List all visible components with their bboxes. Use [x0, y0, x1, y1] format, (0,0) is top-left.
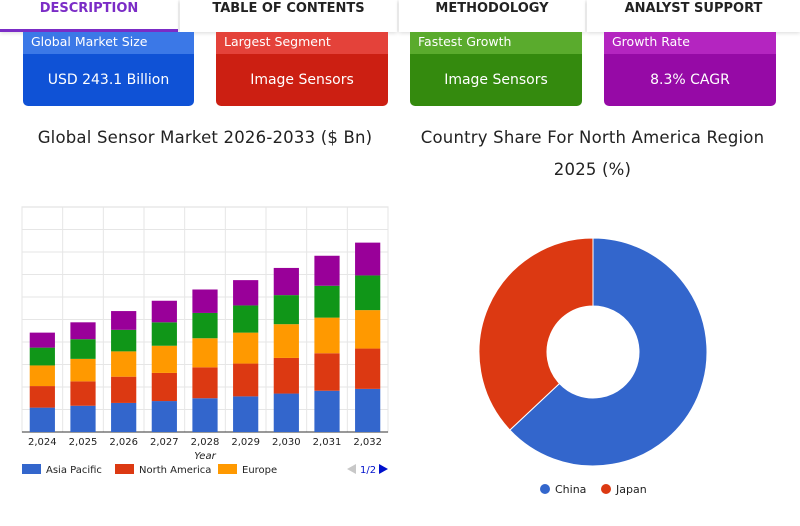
- bar-chart-title: Global Sensor Market 2026-2033 ($ Bn): [37, 128, 373, 147]
- legend-label: Japan: [615, 483, 647, 496]
- card-value: Image Sensors: [410, 54, 582, 106]
- bar-segment: [273, 267, 299, 296]
- tab-methodology[interactable]: METHODOLOGY: [399, 0, 585, 32]
- card-value: 8.3% CAGR: [604, 54, 776, 106]
- tab-analyst-support[interactable]: ANALYST SUPPORT: [587, 0, 800, 32]
- bar-segment: [233, 332, 259, 364]
- x-tick-label: 2,024: [28, 437, 57, 448]
- bar-segment: [151, 300, 177, 323]
- bars: [29, 242, 381, 432]
- donut-chart: China Japan: [478, 237, 708, 496]
- bar-segment: [29, 365, 55, 387]
- bar-segment: [355, 348, 381, 389]
- bar-segment: [29, 347, 55, 366]
- bar-segment: [192, 367, 218, 399]
- x-tick-labels: 2,024 2,025 2,026 2,027 2,028 2,029 2,030 2,031…: [28, 437, 382, 448]
- card-heading: Largest Segment: [216, 32, 388, 54]
- x-tick-label: 2,025: [69, 437, 98, 448]
- x-tick-label: 2,028: [191, 437, 220, 448]
- x-tick-label: 2,031: [313, 437, 342, 448]
- bar-segment: [273, 357, 299, 394]
- donut-slice: [478, 237, 594, 431]
- bar-segment: [151, 322, 177, 346]
- bar-segment: [314, 255, 340, 286]
- legend-page-indicator: 1/2: [360, 465, 376, 476]
- bar-segment: [233, 363, 259, 397]
- pie-chart-title-line-2: 2025 (%): [553, 160, 632, 179]
- prev-page-icon[interactable]: [347, 464, 356, 474]
- tab-description[interactable]: DESCRIPTION: [0, 0, 178, 32]
- bar-segment: [151, 372, 177, 402]
- tab-table-of-contents[interactable]: TABLE OF CONTENTS: [180, 0, 397, 32]
- bar-segment: [111, 329, 137, 352]
- card-value: Image Sensors: [216, 54, 388, 106]
- next-page-icon[interactable]: [379, 464, 388, 474]
- pie-chart-title-line-1: Country Share For North America Region: [420, 128, 765, 147]
- legend-swatch: [115, 464, 134, 474]
- x-tick-label: 2,027: [150, 437, 179, 448]
- bar-segment: [70, 339, 96, 359]
- market-size-card: Global Market Size USD 243.1 Billion: [23, 32, 194, 106]
- bar-segment: [192, 289, 218, 313]
- x-tick-label: 2,032: [353, 437, 382, 448]
- legend-marker: [540, 484, 550, 494]
- card-heading: Fastest Growth: [410, 32, 582, 54]
- bar-segment: [111, 351, 137, 377]
- legend-label: China: [555, 483, 586, 496]
- bar-segment: [314, 285, 340, 318]
- donut-slice: [509, 237, 708, 467]
- legend: Asia Pacific North America Europe: [22, 464, 277, 476]
- bar-segment: [192, 312, 218, 339]
- legend-swatch: [22, 464, 41, 474]
- bar-segment: [233, 396, 259, 432]
- bar-segment: [233, 280, 259, 306]
- bar-segment: [273, 393, 299, 432]
- fastest-growth-card: Fastest Growth Image Sensors: [410, 32, 582, 106]
- legend-swatch: [218, 464, 237, 474]
- legend-label: Asia Pacific: [46, 465, 102, 476]
- bar-segment: [355, 242, 381, 276]
- bar-segment: [70, 405, 96, 432]
- card-heading: Global Market Size: [23, 32, 194, 54]
- bar-segment: [273, 324, 299, 358]
- bar-segment: [70, 322, 96, 340]
- bar-segment: [314, 390, 340, 432]
- bar-segment: [314, 353, 340, 391]
- bar-segment: [355, 388, 381, 432]
- bar-segment: [111, 402, 137, 432]
- x-tick-label: 2,029: [231, 437, 260, 448]
- bar-segment: [111, 376, 137, 403]
- bar-segment: [29, 332, 55, 348]
- card-value: USD 243.1 Billion: [23, 54, 194, 106]
- stacked-bar-chart: 2,024 2,025 2,026 2,027 2,028 2,029 2,030 2,031…: [21, 206, 389, 476]
- x-tick-label: 2,026: [109, 437, 138, 448]
- bar-segment: [29, 386, 55, 408]
- x-tick-label: 2,030: [272, 437, 301, 448]
- legend: China Japan: [540, 483, 647, 496]
- bar-segment: [111, 311, 137, 330]
- bar-segment: [273, 295, 299, 325]
- bar-segment: [355, 275, 381, 311]
- bar-segment: [70, 381, 96, 406]
- tab-bar: DESCRIPTION TABLE OF CONTENTS METHODOLOG…: [0, 0, 800, 32]
- bar-segment: [314, 317, 340, 354]
- bar-segment: [233, 305, 259, 333]
- bar-segment: [151, 345, 177, 373]
- largest-segment-card: Largest Segment Image Sensors: [216, 32, 388, 106]
- bar-segment: [192, 338, 218, 368]
- card-heading: Growth Rate: [604, 32, 776, 54]
- bar-segment: [151, 401, 177, 432]
- bar-segment: [355, 310, 381, 349]
- legend-marker: [601, 484, 611, 494]
- legend-label: North America: [139, 465, 211, 476]
- x-axis-label: Year: [194, 451, 216, 462]
- bar-segment: [192, 398, 218, 432]
- bar-segment: [70, 358, 96, 382]
- legend-pager: 1/2: [347, 464, 388, 476]
- bar-segment: [29, 407, 55, 432]
- legend-label: Europe: [242, 465, 277, 476]
- slices: [478, 237, 708, 467]
- growth-rate-card: Growth Rate 8.3% CAGR: [604, 32, 776, 106]
